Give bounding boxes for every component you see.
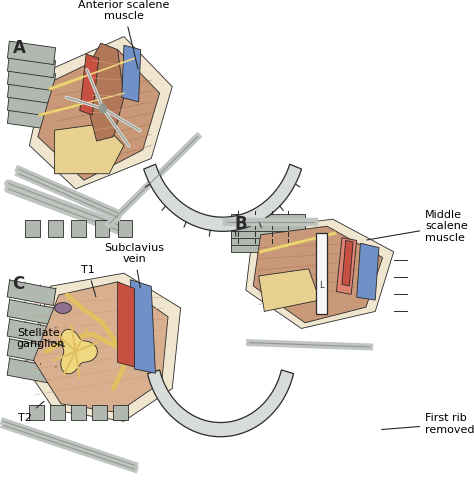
- Polygon shape: [88, 43, 124, 141]
- Polygon shape: [259, 269, 320, 311]
- Text: C: C: [13, 275, 25, 293]
- Polygon shape: [231, 236, 305, 245]
- Polygon shape: [113, 405, 128, 420]
- Polygon shape: [9, 269, 219, 487]
- Polygon shape: [80, 54, 99, 115]
- Polygon shape: [7, 359, 56, 384]
- Text: A: A: [13, 39, 26, 57]
- Polygon shape: [246, 219, 394, 328]
- Circle shape: [99, 104, 107, 113]
- Polygon shape: [7, 339, 56, 365]
- Polygon shape: [29, 37, 172, 189]
- Text: T1: T1: [82, 265, 96, 297]
- Polygon shape: [7, 280, 56, 306]
- Polygon shape: [342, 241, 353, 286]
- Polygon shape: [231, 214, 305, 224]
- Polygon shape: [25, 220, 40, 237]
- Polygon shape: [231, 243, 305, 252]
- Text: L: L: [319, 281, 324, 290]
- Polygon shape: [130, 280, 155, 373]
- Polygon shape: [29, 405, 44, 420]
- Polygon shape: [122, 45, 141, 102]
- Polygon shape: [231, 229, 305, 238]
- Polygon shape: [94, 220, 109, 237]
- Polygon shape: [144, 164, 301, 231]
- Text: Anterior scalene
muscle: Anterior scalene muscle: [78, 0, 170, 68]
- Polygon shape: [147, 370, 293, 436]
- Polygon shape: [253, 226, 383, 323]
- Polygon shape: [357, 243, 379, 300]
- Text: First rib
removed: First rib removed: [382, 413, 474, 435]
- Polygon shape: [7, 319, 56, 345]
- Polygon shape: [61, 329, 98, 374]
- Polygon shape: [118, 220, 132, 237]
- Text: B: B: [235, 215, 247, 233]
- Polygon shape: [38, 50, 160, 180]
- Polygon shape: [337, 238, 357, 295]
- Polygon shape: [316, 233, 327, 314]
- Polygon shape: [8, 93, 55, 117]
- Polygon shape: [9, 32, 219, 250]
- Polygon shape: [8, 54, 55, 78]
- Polygon shape: [72, 220, 86, 237]
- Polygon shape: [25, 273, 181, 421]
- Polygon shape: [7, 300, 56, 325]
- Polygon shape: [55, 124, 124, 174]
- Polygon shape: [48, 220, 63, 237]
- Polygon shape: [8, 67, 55, 91]
- Polygon shape: [34, 282, 168, 413]
- Polygon shape: [50, 405, 65, 420]
- Polygon shape: [231, 212, 416, 354]
- Polygon shape: [231, 373, 416, 487]
- Polygon shape: [72, 405, 86, 420]
- Polygon shape: [8, 41, 55, 64]
- Polygon shape: [8, 107, 55, 130]
- Text: Middle
scalene
muscle: Middle scalene muscle: [367, 210, 468, 243]
- Polygon shape: [118, 282, 135, 367]
- Polygon shape: [92, 405, 107, 420]
- Polygon shape: [55, 303, 72, 313]
- Text: Stellate
ganglion: Stellate ganglion: [17, 328, 65, 349]
- Polygon shape: [231, 222, 305, 231]
- Polygon shape: [8, 80, 55, 104]
- Text: T2: T2: [18, 401, 44, 423]
- Text: Subclavius
vein: Subclavius vein: [104, 243, 164, 288]
